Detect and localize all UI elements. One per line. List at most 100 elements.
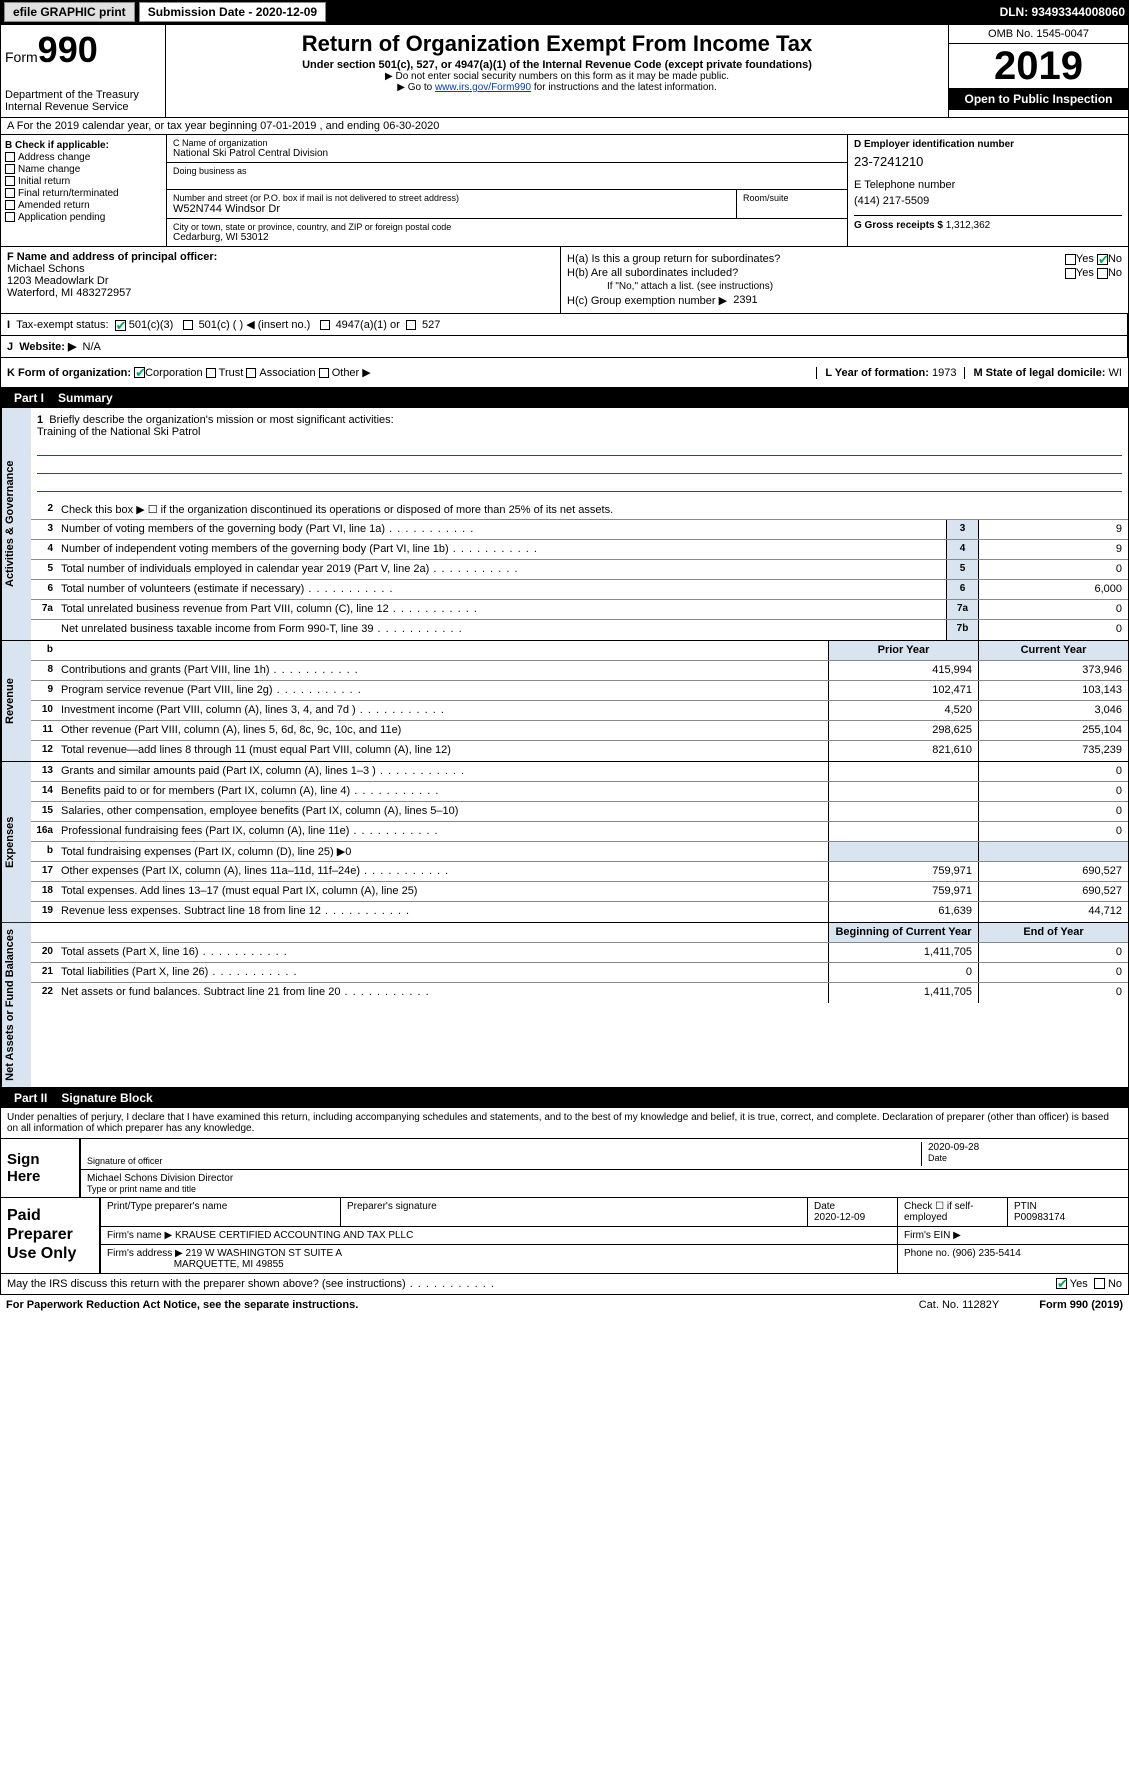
ck-501c[interactable]: [183, 320, 193, 330]
c14: 0: [978, 782, 1128, 801]
department: Department of the Treasury Internal Reve…: [5, 89, 161, 113]
e22: 0: [978, 983, 1128, 1003]
line-16b: Total fundraising expenses (Part IX, col…: [57, 842, 828, 861]
e21: 0: [978, 963, 1128, 982]
val-7b: 0: [978, 620, 1128, 640]
line-7a: Total unrelated business revenue from Pa…: [57, 600, 946, 619]
beginning-hdr: Beginning of Current Year: [828, 923, 978, 942]
ck-association[interactable]: [246, 368, 256, 378]
c19: 44,712: [978, 902, 1128, 922]
prior-year-hdr: Prior Year: [828, 641, 978, 660]
checkbox-final-return[interactable]: [5, 188, 15, 198]
form-title: Return of Organization Exempt From Incom…: [174, 31, 940, 57]
print-name-label: Type or print name and title: [87, 1184, 1122, 1194]
line-21: Total liabilities (Part X, line 26): [57, 963, 828, 982]
sig-date: 2020-09-28: [928, 1142, 1122, 1153]
p10: 4,520: [828, 701, 978, 720]
officer-label: F Name and address of principal officer:: [7, 251, 217, 263]
tab-governance: Activities & Governance: [1, 408, 31, 640]
p11: 298,625: [828, 721, 978, 740]
form-number: Form990: [5, 29, 161, 71]
ck-501c3[interactable]: [115, 320, 126, 331]
ck-4947[interactable]: [320, 320, 330, 330]
firm-addr: 219 W WASHINGTON ST SUITE A: [186, 1248, 343, 1259]
line-16a: Professional fundraising fees (Part IX, …: [57, 822, 828, 841]
p19: 61,639: [828, 902, 978, 922]
org-name: National Ski Patrol Central Division: [173, 148, 841, 159]
ha-no[interactable]: [1097, 254, 1108, 265]
line-4: Number of independent voting members of …: [57, 540, 946, 559]
line-2: Check this box ▶ ☐ if the organization d…: [57, 500, 1128, 519]
city: Cedarburg, WI 53012: [173, 232, 841, 243]
domicile: WI: [1109, 367, 1122, 379]
checkbox-initial-return[interactable]: [5, 176, 15, 186]
ein-label: D Employer identification number: [854, 139, 1122, 150]
p8: 415,994: [828, 661, 978, 680]
hc-label: H(c) Group exemption number ▶: [567, 294, 727, 307]
line-13: Grants and similar amounts paid (Part IX…: [57, 762, 828, 781]
sig-date-label: Date: [928, 1153, 1122, 1163]
instructions-link[interactable]: www.irs.gov/Form990: [435, 82, 531, 93]
line-5: Total number of individuals employed in …: [57, 560, 946, 579]
discuss-yes[interactable]: [1056, 1278, 1067, 1289]
firm-phone: (906) 235-5414: [952, 1248, 1020, 1259]
telephone-label: E Telephone number: [854, 179, 1122, 191]
val-7a: 0: [978, 600, 1128, 619]
line-20: Total assets (Part X, line 16): [57, 943, 828, 962]
top-bar: efile GRAPHIC print Submission Date - 20…: [0, 0, 1129, 24]
ck-corporation[interactable]: [134, 367, 145, 378]
checkbox-name-change[interactable]: [5, 164, 15, 174]
room-label: Room/suite: [743, 193, 841, 203]
website-label: Website: ▶: [19, 341, 76, 353]
firm-ein-label: Firm's EIN ▶: [898, 1227, 1128, 1244]
hb-label: H(b) Are all subordinates included?: [567, 267, 738, 279]
prep-date: 2020-12-09: [814, 1212, 865, 1223]
val-5: 0: [978, 560, 1128, 579]
hb-no[interactable]: [1097, 268, 1108, 279]
officer-addr2: Waterford, MI 483272957: [7, 287, 554, 299]
c11: 255,104: [978, 721, 1128, 740]
paperwork-notice: For Paperwork Reduction Act Notice, see …: [6, 1299, 358, 1311]
preparer-sig-hdr: Preparer's signature: [341, 1198, 808, 1226]
subtitle-2: ▶ Do not enter social security numbers o…: [174, 71, 940, 82]
gross-receipts: 1,312,362: [946, 220, 991, 231]
efile-button[interactable]: efile GRAPHIC print: [4, 2, 135, 22]
current-year-hdr: Current Year: [978, 641, 1128, 660]
c18: 690,527: [978, 882, 1128, 901]
address: W52N744 Windsor Dr: [173, 203, 730, 215]
telephone: (414) 217-5509: [854, 195, 1122, 207]
city-label: City or town, state or province, country…: [173, 222, 841, 232]
line-6: Total number of volunteers (estimate if …: [57, 580, 946, 599]
hb-yes[interactable]: [1065, 268, 1076, 279]
end-hdr: End of Year: [978, 923, 1128, 942]
c16a: 0: [978, 822, 1128, 841]
ptin: P00983174: [1014, 1212, 1065, 1223]
checkbox-address-change[interactable]: [5, 152, 15, 162]
checkbox-application-pending[interactable]: [5, 212, 15, 222]
ck-other[interactable]: [319, 368, 329, 378]
discuss-no[interactable]: [1094, 1278, 1105, 1289]
tab-net-assets: Net Assets or Fund Balances: [1, 923, 31, 1087]
val-3: 9: [978, 520, 1128, 539]
part-1-header: Part ISummary: [0, 388, 1129, 408]
subtitle-1: Under section 501(c), 527, or 4947(a)(1)…: [174, 59, 940, 71]
checkbox-amended[interactable]: [5, 200, 15, 210]
ha-label: H(a) Is this a group return for subordin…: [567, 253, 780, 265]
year-formation-label: L Year of formation:: [825, 367, 929, 379]
line-8: Contributions and grants (Part VIII, lin…: [57, 661, 828, 680]
line-22: Net assets or fund balances. Subtract li…: [57, 983, 828, 1003]
address-label: Number and street (or P.O. box if mail i…: [173, 193, 730, 203]
line-7b: Net unrelated business taxable income fr…: [57, 620, 946, 640]
b22: 1,411,705: [828, 983, 978, 1003]
ck-527[interactable]: [406, 320, 416, 330]
mission-text: Training of the National Ski Patrol: [37, 426, 1122, 438]
firm-name: KRAUSE CERTIFIED ACCOUNTING AND TAX PLLC: [175, 1230, 413, 1241]
c10: 3,046: [978, 701, 1128, 720]
paid-preparer-label: Paid Preparer Use Only: [1, 1198, 101, 1273]
c17: 690,527: [978, 862, 1128, 881]
ha-yes[interactable]: [1065, 254, 1076, 265]
officer-print-name: Michael Schons Division Director: [87, 1173, 1122, 1184]
part-2-header: Part IISignature Block: [0, 1088, 1129, 1108]
ein-value: 23-7241210: [854, 154, 1122, 169]
ck-trust[interactable]: [206, 368, 216, 378]
